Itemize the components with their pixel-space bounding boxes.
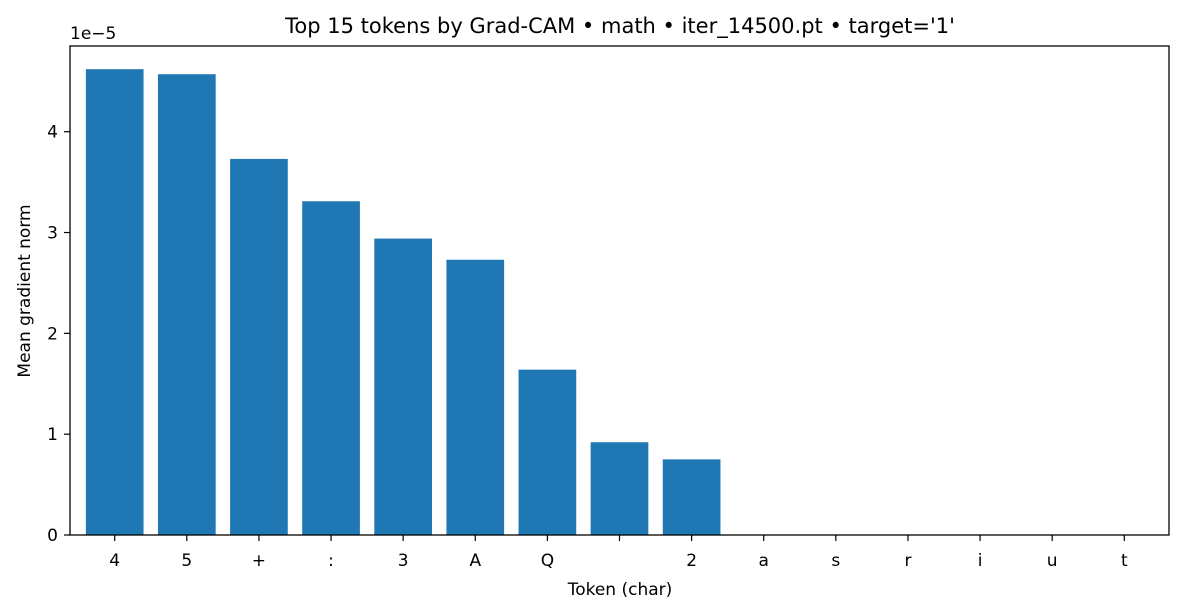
y-offset-label: 1e−5 xyxy=(70,24,116,44)
y-tick-label: 2 xyxy=(47,324,58,344)
bar xyxy=(590,442,649,535)
plot-frame xyxy=(69,45,1170,536)
x-tick-label: u xyxy=(1047,551,1058,571)
y-tick-label: 4 xyxy=(47,123,58,143)
bar xyxy=(230,158,288,536)
bar xyxy=(302,201,360,535)
bar xyxy=(662,459,721,535)
x-tick-label: a xyxy=(759,551,769,571)
x-tick-label: i xyxy=(978,551,983,571)
x-tick-label: 2 xyxy=(686,551,697,571)
x-tick-label: Q xyxy=(541,551,554,571)
chart-title: Top 15 tokens by Grad-CAM • math • iter_… xyxy=(284,14,955,39)
bar xyxy=(374,238,433,535)
x-tick-label: r xyxy=(904,551,911,571)
bar xyxy=(446,259,505,535)
x-tick-label: + xyxy=(252,551,266,571)
y-ticks-group: 0 1 2 3 4 xyxy=(47,123,70,546)
x-tick-label: t xyxy=(1121,551,1128,571)
x-tick-label: 4 xyxy=(109,551,120,571)
x-tick-label: 5 xyxy=(181,551,192,571)
y-axis-label: Mean gradient norm xyxy=(15,204,35,377)
x-ticks-group: 4 5 +: 3 A Q 2 a s r i u t xyxy=(109,535,1128,571)
x-tick-label: 3 xyxy=(398,551,409,571)
x-tick-label: s xyxy=(831,551,840,571)
y-tick-label: 0 xyxy=(47,526,58,546)
x-tick-label: : xyxy=(328,551,334,571)
bars-group xyxy=(85,69,721,536)
x-tick-label: A xyxy=(469,551,481,571)
x-axis-label: Token (char) xyxy=(567,580,673,600)
bar xyxy=(157,74,216,535)
y-tick-label: 3 xyxy=(47,224,58,244)
bar xyxy=(85,69,144,535)
y-tick-label: 1 xyxy=(47,425,58,445)
bar xyxy=(518,369,577,535)
